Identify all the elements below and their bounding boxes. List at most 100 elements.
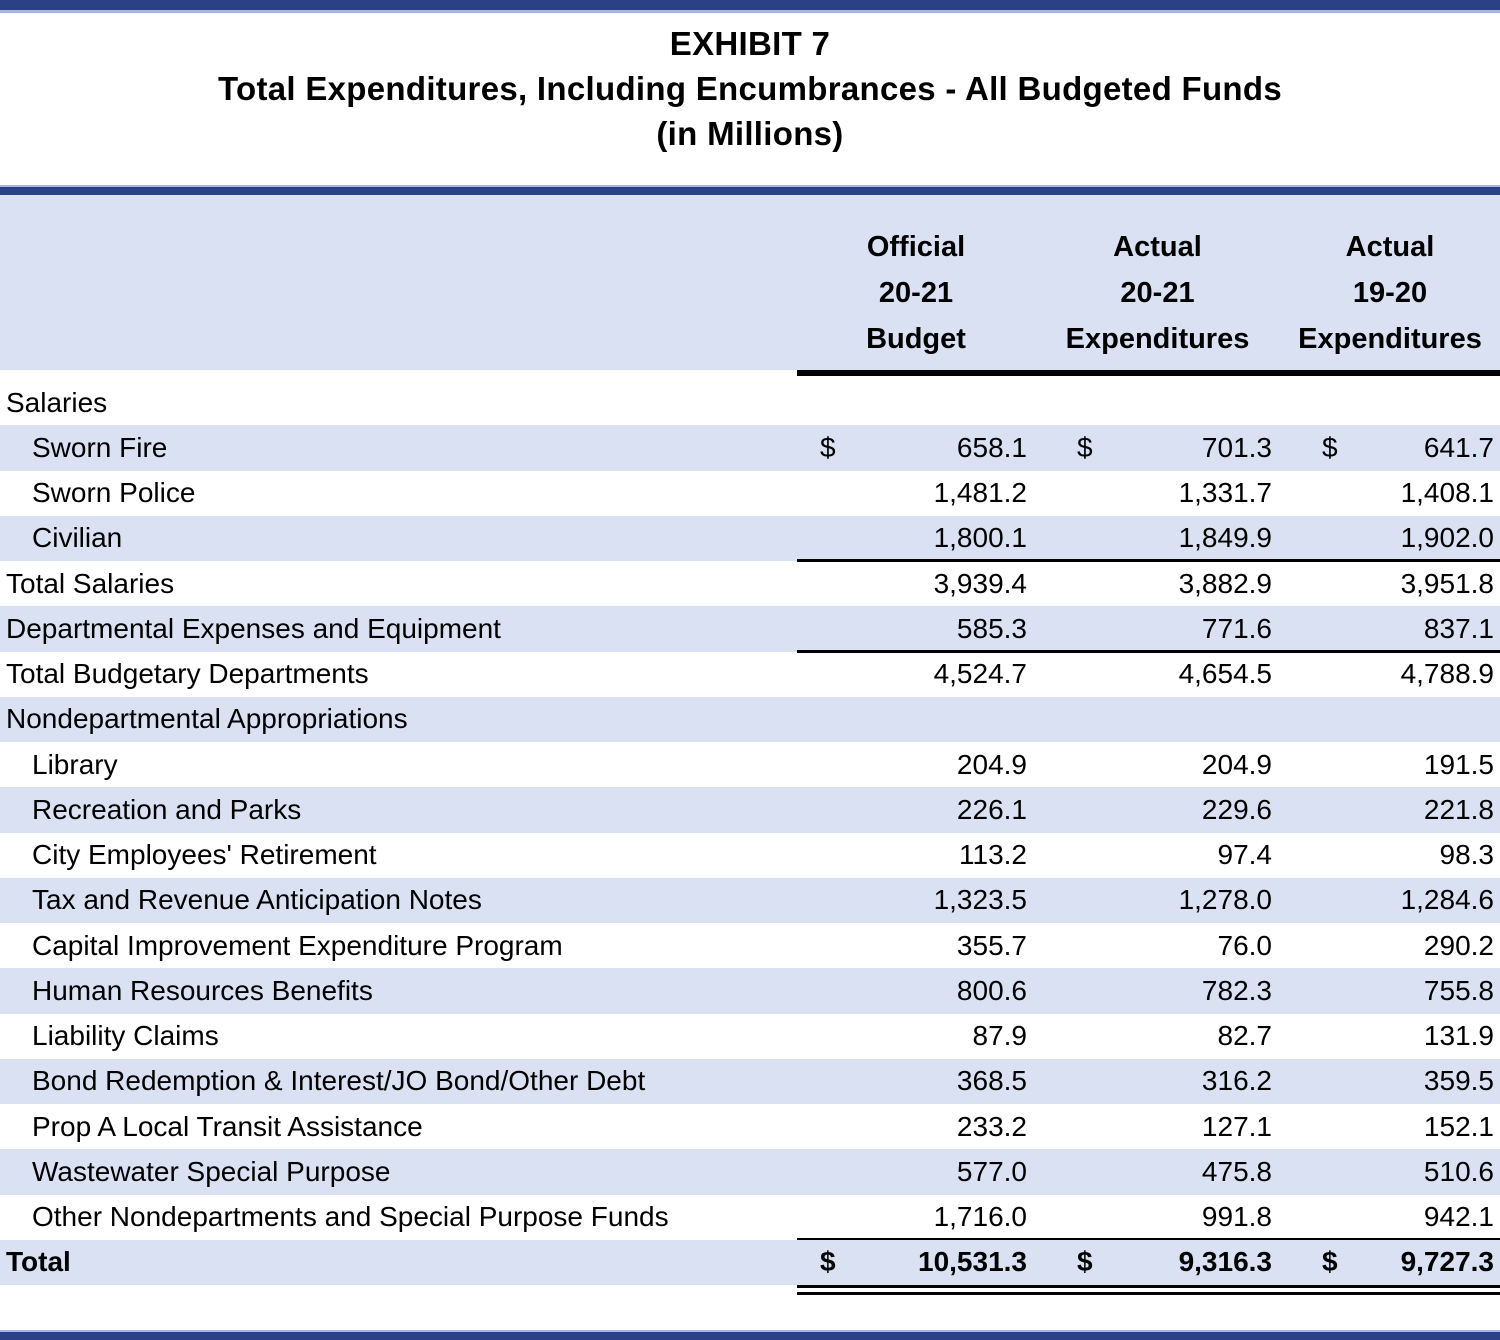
dollar-sign: $ bbox=[1322, 431, 1338, 463]
cell-actual-1920: 4,788.9 bbox=[1280, 658, 1500, 690]
cell-actual-2021: 1,278.0 bbox=[1035, 884, 1280, 916]
cell-value: 113.2 bbox=[959, 839, 1027, 871]
table-header-row: Official 20-21 Budget Actual 20-21 Expen… bbox=[0, 195, 1500, 370]
table-row: Civilian 1,800.1 1,849.9 1,902.0 bbox=[0, 515, 1500, 562]
header-line: Expenditures bbox=[1065, 323, 1250, 355]
cell-official-budget: 368.5 bbox=[797, 1065, 1035, 1097]
cell-official-budget: 355.7 bbox=[797, 930, 1035, 962]
cell-value: 782.3 bbox=[1201, 974, 1272, 1006]
cell-actual-1920: 191.5 bbox=[1280, 749, 1500, 781]
cell-actual-2021: 229.6 bbox=[1035, 794, 1280, 826]
cell-value: 1,849.9 bbox=[1178, 522, 1272, 554]
column-header-official-budget: Official 20-21 Budget bbox=[797, 195, 1035, 370]
exhibit-number: EXHIBIT 7 bbox=[669, 25, 831, 62]
cell-actual-1920: 1,902.0 bbox=[1280, 522, 1500, 554]
dollar-sign: $ bbox=[1077, 431, 1093, 463]
row-label: Other Nondepartments and Special Purpose… bbox=[32, 1201, 669, 1233]
units-subtitle: (in Millions) bbox=[656, 115, 844, 152]
row-label: Total Salaries bbox=[6, 567, 175, 599]
cell-official-budget: 204.9 bbox=[797, 749, 1035, 781]
cell-value: 152.1 bbox=[1423, 1110, 1494, 1142]
cell-value: 98.3 bbox=[1439, 839, 1495, 871]
table-row: Sworn Police 1,481.2 1,331.7 1,408.1 bbox=[0, 471, 1500, 516]
header-line: Actual bbox=[1345, 231, 1435, 263]
cell-actual-1920: 1,284.6 bbox=[1280, 884, 1500, 916]
cell-value: 577.0 bbox=[956, 1155, 1027, 1187]
cell-value: 942.1 bbox=[1423, 1201, 1494, 1233]
row-label: Human Resources Benefits bbox=[32, 974, 373, 1006]
cell-actual-2021: 82.7 bbox=[1035, 1020, 1280, 1052]
cell-actual-1920: 359.5 bbox=[1280, 1065, 1500, 1097]
header-spacer bbox=[0, 195, 797, 370]
cell-actual-1920: 131.9 bbox=[1280, 1020, 1500, 1052]
table-row: Library 204.9 204.9 191.5 bbox=[0, 742, 1500, 787]
row-label: Sworn Police bbox=[32, 477, 196, 509]
cell-value: 4,788.9 bbox=[1400, 658, 1494, 690]
cell-value: 9,727.3 bbox=[1400, 1246, 1494, 1278]
subtotal-rule bbox=[797, 1237, 1500, 1241]
header-line: Official bbox=[866, 231, 966, 263]
cell-value: 226.1 bbox=[956, 793, 1027, 825]
table-row: Recreation and Parks 226.1 229.6 221.8 bbox=[0, 787, 1500, 833]
table-row: Total $10,531.3 $9,316.3 $9,727.3 bbox=[0, 1239, 1500, 1295]
cell-official-budget: 1,716.0 bbox=[797, 1201, 1035, 1233]
cell-value: 204.9 bbox=[956, 748, 1027, 780]
table-row: Nondepartmental Appropriations bbox=[0, 696, 1500, 742]
cell-official-budget: 1,323.5 bbox=[797, 884, 1035, 916]
table-row: Salaries bbox=[0, 380, 1500, 425]
cell-value: 204.9 bbox=[1201, 748, 1272, 780]
header-line: Actual bbox=[1113, 231, 1202, 263]
cell-official-budget: 1,800.1 bbox=[797, 522, 1035, 554]
cell-value: 76.0 bbox=[1217, 929, 1273, 961]
cell-actual-2021: 4,654.5 bbox=[1035, 658, 1280, 690]
cell-official-budget: $658.1 bbox=[797, 432, 1035, 464]
cell-value: 3,939.4 bbox=[933, 567, 1027, 599]
row-label: Liability Claims bbox=[32, 1020, 219, 1052]
row-label: Nondepartmental Appropriations bbox=[6, 703, 408, 735]
cell-value: 1,284.6 bbox=[1400, 884, 1494, 916]
cell-actual-2021: 782.3 bbox=[1035, 975, 1280, 1007]
cell-value: 368.5 bbox=[956, 1065, 1027, 1097]
cell-official-budget: 3,939.4 bbox=[797, 568, 1035, 600]
cell-value: 1,408.1 bbox=[1400, 477, 1494, 509]
table-row: Departmental Expenses and Equipment 585.… bbox=[0, 606, 1500, 653]
table-row: Prop A Local Transit Assistance 233.2 12… bbox=[0, 1104, 1500, 1149]
cell-value: 10,531.3 bbox=[918, 1246, 1027, 1278]
cell-actual-2021: $701.3 bbox=[1035, 432, 1280, 464]
cell-value: 475.8 bbox=[1201, 1155, 1272, 1187]
row-label: Total bbox=[6, 1246, 71, 1278]
dollar-sign: $ bbox=[820, 431, 836, 463]
cell-value: 131.9 bbox=[1423, 1020, 1494, 1052]
separator-accent-line bbox=[0, 185, 1500, 187]
cell-value: 991.8 bbox=[1201, 1201, 1272, 1233]
dollar-sign: $ bbox=[1077, 1246, 1093, 1278]
row-label: Recreation and Parks bbox=[32, 793, 302, 825]
cell-value: 800.6 bbox=[956, 974, 1027, 1006]
table-row: City Employees' Retirement 113.2 97.4 98… bbox=[0, 833, 1500, 878]
cell-actual-2021: 316.2 bbox=[1035, 1065, 1280, 1097]
cell-value: 1,716.0 bbox=[933, 1201, 1027, 1233]
cell-value: 3,882.9 bbox=[1178, 567, 1272, 599]
cell-value: 1,323.5 bbox=[933, 884, 1027, 916]
cell-value: 82.7 bbox=[1217, 1020, 1273, 1052]
page-title: Total Expenditures, Including Encumbranc… bbox=[218, 70, 1282, 107]
table-row: Total Salaries 3,939.4 3,882.9 3,951.8 bbox=[0, 561, 1500, 606]
table-row: Other Nondepartments and Special Purpose… bbox=[0, 1195, 1500, 1241]
subtotal-rule bbox=[797, 649, 1500, 653]
cell-actual-2021: 1,331.7 bbox=[1035, 477, 1280, 509]
table-row: Total Budgetary Departments 4,524.7 4,65… bbox=[0, 652, 1500, 697]
cell-value: 701.3 bbox=[1201, 431, 1272, 463]
cell-value: 1,481.2 bbox=[933, 477, 1027, 509]
cell-official-budget: 233.2 bbox=[797, 1111, 1035, 1143]
bottom-border-accent-line bbox=[0, 1330, 1500, 1332]
top-border-accent-line bbox=[0, 10, 1500, 13]
table-row: Bond Redemption & Interest/JO Bond/Other… bbox=[0, 1058, 1500, 1104]
cell-actual-1920: $641.7 bbox=[1280, 432, 1500, 464]
table-row: Human Resources Benefits 800.6 782.3 755… bbox=[0, 968, 1500, 1014]
cell-value: 233.2 bbox=[956, 1110, 1027, 1142]
cell-official-budget: 1,481.2 bbox=[797, 477, 1035, 509]
cell-official-budget: 577.0 bbox=[797, 1156, 1035, 1188]
top-border-bar bbox=[0, 0, 1500, 10]
cell-value: 4,654.5 bbox=[1178, 658, 1272, 690]
